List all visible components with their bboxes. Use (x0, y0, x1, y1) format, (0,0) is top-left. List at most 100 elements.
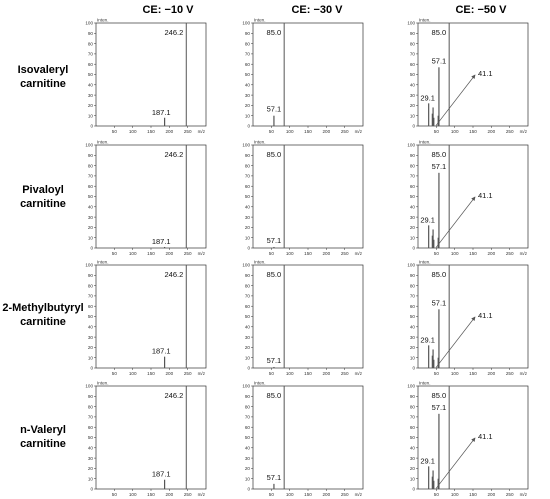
y-tick-label: 70 (245, 52, 251, 57)
x-tick-label: 250 (184, 492, 192, 497)
y-tick-label: 70 (88, 174, 94, 179)
x-tick-label: 200 (322, 129, 330, 134)
peak-label-mz-187-1: 187.1 (152, 108, 171, 117)
y-tick-label: 100 (85, 384, 93, 389)
annotation-arrow (435, 316, 476, 368)
x-tick-label: 50 (269, 251, 275, 256)
y-tick-label: 20 (410, 225, 416, 230)
x-tick-label: 250 (341, 371, 349, 376)
y-unit-label: Inten. (254, 18, 266, 23)
y-tick-label: 30 (410, 456, 416, 461)
x-tick-label: 100 (451, 371, 459, 376)
y-tick-label: 80 (88, 404, 94, 409)
x-tick-label: 200 (487, 371, 495, 376)
y-unit-label: Inten. (97, 381, 109, 386)
y-tick-label: 20 (410, 345, 416, 350)
peak-label-mz-85-0: 85.0 (432, 270, 447, 279)
x-unit-label: m/z (355, 371, 363, 376)
x-tick-label: 200 (487, 129, 495, 134)
peak-label-mz-246-2: 246.2 (164, 28, 183, 37)
y-unit-label: Inten. (419, 260, 431, 265)
y-tick-label: 10 (88, 476, 94, 481)
x-tick-label: 50 (434, 371, 440, 376)
plot-frame (417, 144, 529, 249)
plot-frame (417, 385, 529, 490)
x-unit-label: m/z (355, 492, 363, 497)
x-tick-label: 100 (286, 371, 294, 376)
y-tick-label: 60 (88, 425, 94, 430)
row-label-methylbutyryl-line1: 2-Methylbutyryl (2, 302, 83, 314)
y-tick-label: 50 (88, 194, 94, 199)
y-tick-label: 50 (88, 314, 94, 319)
annotation-arrow (435, 437, 476, 489)
y-tick-label: 0 (247, 124, 250, 129)
y-tick-label: 60 (245, 425, 251, 430)
column-headers: CE: −10 V CE: −30 V CE: −50 V (142, 4, 507, 16)
row-labels: Isovaleryl carnitine Pivaloyl carnitine … (2, 64, 83, 450)
plot-frame (95, 144, 207, 249)
y-tick-label: 40 (410, 83, 416, 88)
plot-frame (417, 264, 529, 369)
row-label-methylbutyryl-line2: carnitine (20, 316, 66, 328)
x-tick-label: 200 (165, 129, 173, 134)
y-tick-label: 20 (410, 466, 416, 471)
y-tick-label: 50 (245, 194, 251, 199)
peak-label-mz-57-1: 57.1 (267, 473, 282, 482)
y-tick-label: 80 (245, 41, 251, 46)
y-tick-label: 20 (88, 345, 94, 350)
x-tick-label: 150 (469, 371, 477, 376)
y-tick-label: 80 (245, 283, 251, 288)
y-tick-label: 0 (90, 124, 93, 129)
x-tick-label: 200 (165, 251, 173, 256)
x-unit-label: m/z (198, 492, 206, 497)
y-tick-label: 100 (242, 384, 250, 389)
row-label-isovaleryl-line2: carnitine (20, 78, 66, 90)
x-tick-label: 200 (487, 492, 495, 497)
y-tick-label: 90 (245, 394, 251, 399)
plot-frame (252, 144, 364, 249)
peak-label-mz-85-0: 85.0 (432, 28, 447, 37)
y-tick-label: 40 (245, 446, 251, 451)
y-tick-label: 50 (410, 72, 416, 77)
y-tick-label: 80 (88, 283, 94, 288)
plot-frame (95, 22, 207, 127)
x-tick-label: 150 (469, 251, 477, 256)
y-tick-label: 20 (245, 103, 251, 108)
y-tick-label: 80 (245, 163, 251, 168)
x-tick-label: 250 (184, 371, 192, 376)
spectrum-panel-isovaleryl-carnitine-ce-30: 0 10 20 30 40 50 60 70 80 90 100 Inten. 50 100 150 200 2… (242, 18, 364, 134)
x-tick-label: 150 (304, 492, 312, 497)
x-tick-label: 250 (506, 371, 514, 376)
annotation-arrow (435, 196, 476, 248)
y-tick-label: 70 (88, 415, 94, 420)
y-tick-label: 50 (410, 314, 416, 319)
y-tick-label: 80 (88, 163, 94, 168)
y-tick-label: 100 (407, 263, 415, 268)
y-tick-label: 70 (410, 52, 416, 57)
y-tick-label: 10 (88, 235, 94, 240)
y-tick-label: 50 (245, 314, 251, 319)
x-tick-label: 100 (451, 251, 459, 256)
y-tick-label: 60 (88, 184, 94, 189)
x-tick-label: 150 (304, 129, 312, 134)
y-tick-label: 60 (245, 184, 251, 189)
y-tick-label: 40 (410, 446, 416, 451)
y-tick-label: 10 (410, 235, 416, 240)
x-tick-label: 100 (286, 129, 294, 134)
y-tick-label: 50 (88, 435, 94, 440)
spectrum-panel-2-methylbutyryl-carnitine-ce-10: 0 10 20 30 40 50 60 70 80 90 100 Inten. 50 100 150 200 2… (85, 260, 207, 376)
spectrum-panel-isovaleryl-carnitine-ce-10: 0 10 20 30 40 50 60 70 80 90 100 Inten. 50 100 150 200 2… (85, 18, 207, 134)
x-tick-label: 200 (487, 251, 495, 256)
y-tick-label: 100 (85, 21, 93, 26)
x-unit-label: m/z (355, 129, 363, 134)
spectrum-panel-pivaloyl-carnitine-ce-30: 0 10 20 30 40 50 60 70 80 90 100 Inten. 50 100 150 200 2… (242, 140, 364, 256)
y-tick-label: 70 (410, 174, 416, 179)
peak-label-mz-41-1: 41.1 (478, 69, 493, 78)
x-tick-label: 100 (451, 492, 459, 497)
y-tick-label: 90 (88, 153, 94, 158)
y-tick-label: 40 (88, 325, 94, 330)
x-tick-label: 100 (129, 129, 137, 134)
peak-label-mz-57-1: 57.1 (432, 403, 447, 412)
